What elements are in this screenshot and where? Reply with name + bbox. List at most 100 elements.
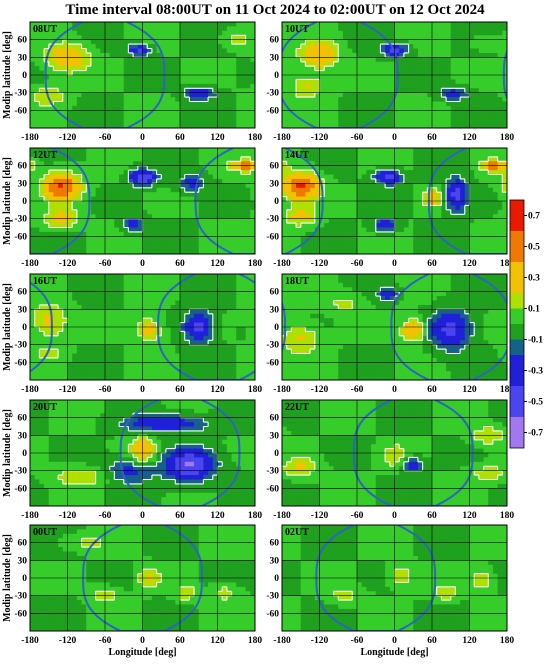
heatmap-cell	[62, 335, 69, 341]
x-tick-label: -60	[351, 259, 364, 269]
heatmap-cell	[450, 227, 457, 233]
heatmap-cell	[90, 101, 97, 107]
heatmap-cell	[286, 178, 292, 184]
heatmap-cell	[310, 39, 316, 45]
heatmap-cell	[371, 192, 377, 198]
heatmap-cell	[194, 174, 200, 180]
heatmap-cell	[408, 170, 414, 176]
heatmap-cell	[282, 165, 288, 171]
heatmap-cell	[464, 114, 471, 120]
heatmap-cell	[72, 214, 78, 220]
heatmap-cell	[90, 66, 97, 72]
heatmap-cell	[328, 30, 335, 36]
heatmap-cell	[90, 174, 97, 180]
heatmap-cell	[212, 174, 219, 180]
heatmap-cell	[361, 105, 367, 111]
heatmap-cell	[305, 231, 311, 237]
heatmap-cell	[300, 245, 307, 251]
heatmap-cell	[189, 97, 195, 103]
heatmap-cell	[114, 223, 120, 229]
heatmap-cell	[347, 214, 353, 220]
heatmap-cell	[58, 165, 64, 171]
heatmap-cell	[310, 101, 316, 107]
heatmap-cell	[250, 227, 255, 233]
heatmap-cell	[286, 101, 292, 107]
heatmap-cell	[286, 110, 292, 116]
heatmap-cell	[48, 183, 55, 189]
heatmap-cell	[62, 170, 69, 176]
heatmap-cell	[389, 70, 396, 76]
heatmap-cell	[147, 114, 153, 120]
x-tick-label: -120	[59, 133, 77, 143]
heatmap-cell	[44, 318, 50, 324]
heatmap-cell	[300, 70, 307, 76]
heatmap-cell	[492, 183, 499, 189]
heatmap-cell	[488, 44, 494, 50]
heatmap-cell	[39, 274, 45, 280]
heatmap-cell	[44, 357, 50, 363]
heatmap-cell	[417, 236, 424, 242]
heatmap-cell	[180, 83, 186, 89]
heatmap-cell	[413, 236, 419, 242]
heatmap-cell	[180, 22, 186, 28]
heatmap-cell	[286, 245, 292, 251]
heatmap-cell	[208, 183, 214, 189]
heatmap-cell	[375, 35, 382, 41]
heatmap-cell	[198, 57, 205, 63]
heatmap-cell	[189, 236, 195, 242]
heatmap-cell	[53, 300, 59, 306]
heatmap-cell	[114, 240, 120, 246]
heatmap-cell	[128, 66, 134, 72]
heatmap-cell	[385, 227, 391, 233]
heatmap-cell	[305, 26, 311, 32]
heatmap-cell	[464, 205, 471, 211]
heatmap-cell	[250, 174, 255, 180]
heatmap-cell	[361, 66, 367, 72]
heatmap-cell	[137, 61, 144, 67]
heatmap-cell	[133, 110, 139, 116]
heatmap-cell	[432, 70, 438, 76]
heatmap-cell	[347, 123, 353, 128]
heatmap-cell	[432, 114, 438, 120]
heatmap-cell	[357, 22, 363, 28]
heatmap-cell	[357, 178, 363, 184]
y-tick-label: -30	[266, 89, 279, 99]
heatmap-cell	[422, 61, 428, 67]
heatmap-cell	[151, 123, 158, 128]
heatmap-cell	[366, 79, 372, 85]
heatmap-cell	[212, 148, 219, 154]
heatmap-cell	[310, 192, 316, 198]
heatmap-cell	[352, 183, 358, 189]
heatmap-cell	[30, 187, 36, 193]
heatmap-cell	[333, 183, 339, 189]
heatmap-cell	[165, 52, 172, 58]
heatmap-cell	[180, 88, 186, 94]
heatmap-cell	[389, 214, 396, 220]
y-tick-label: 60	[270, 162, 280, 172]
heatmap-cell	[151, 223, 158, 229]
heatmap-cell	[240, 156, 247, 162]
heatmap-cell	[488, 66, 494, 72]
heatmap-cell	[399, 183, 405, 189]
heatmap-cell	[90, 22, 97, 28]
heatmap-cell	[502, 183, 507, 189]
heatmap-cell	[464, 165, 471, 171]
heatmap-cell	[385, 152, 391, 158]
heatmap-cell	[86, 236, 92, 242]
heatmap-cell	[408, 201, 414, 207]
heatmap-cell	[137, 39, 144, 45]
heatmap-cell	[114, 114, 120, 120]
heatmap-cell	[333, 223, 339, 229]
heatmap-cell	[389, 66, 396, 72]
heatmap-cell	[394, 196, 400, 202]
heatmap-cell	[371, 97, 377, 103]
heatmap-cell	[198, 205, 205, 211]
heatmap-cell	[250, 201, 255, 207]
heatmap-cell	[81, 88, 87, 94]
heatmap-cell	[338, 187, 344, 193]
heatmap-cell	[375, 183, 382, 189]
heatmap-cell	[502, 30, 507, 36]
heatmap-cell	[137, 110, 144, 116]
heatmap-cell	[460, 192, 466, 198]
heatmap-cell	[62, 22, 69, 28]
